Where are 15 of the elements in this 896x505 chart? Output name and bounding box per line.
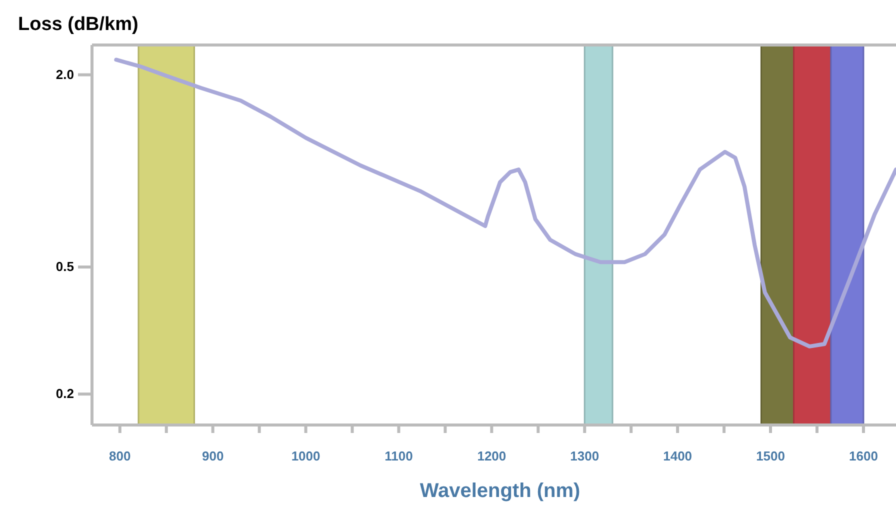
- x-tick-label: 1600: [849, 448, 878, 464]
- x-tick-label: 1400: [663, 448, 692, 464]
- x-tick-label: 1200: [477, 448, 506, 464]
- y-tick-label: 0.2: [56, 386, 74, 402]
- line-series: [114, 58, 896, 348]
- x-axis-title: Wavelength (nm): [420, 480, 580, 502]
- x-tick-label: 1300: [570, 448, 600, 464]
- x-tick-label: 1100: [384, 448, 413, 464]
- x-tick-label: 1000: [291, 448, 320, 464]
- x-tick-label: 800: [109, 448, 131, 464]
- y-tick-label: 2.0: [56, 66, 74, 82]
- y-axis-title: Loss (dB/km): [18, 14, 138, 35]
- x-tick-label: 1500: [756, 448, 785, 464]
- x-tick-label: 900: [202, 448, 224, 464]
- y-tick-label: 0.5: [56, 259, 74, 274]
